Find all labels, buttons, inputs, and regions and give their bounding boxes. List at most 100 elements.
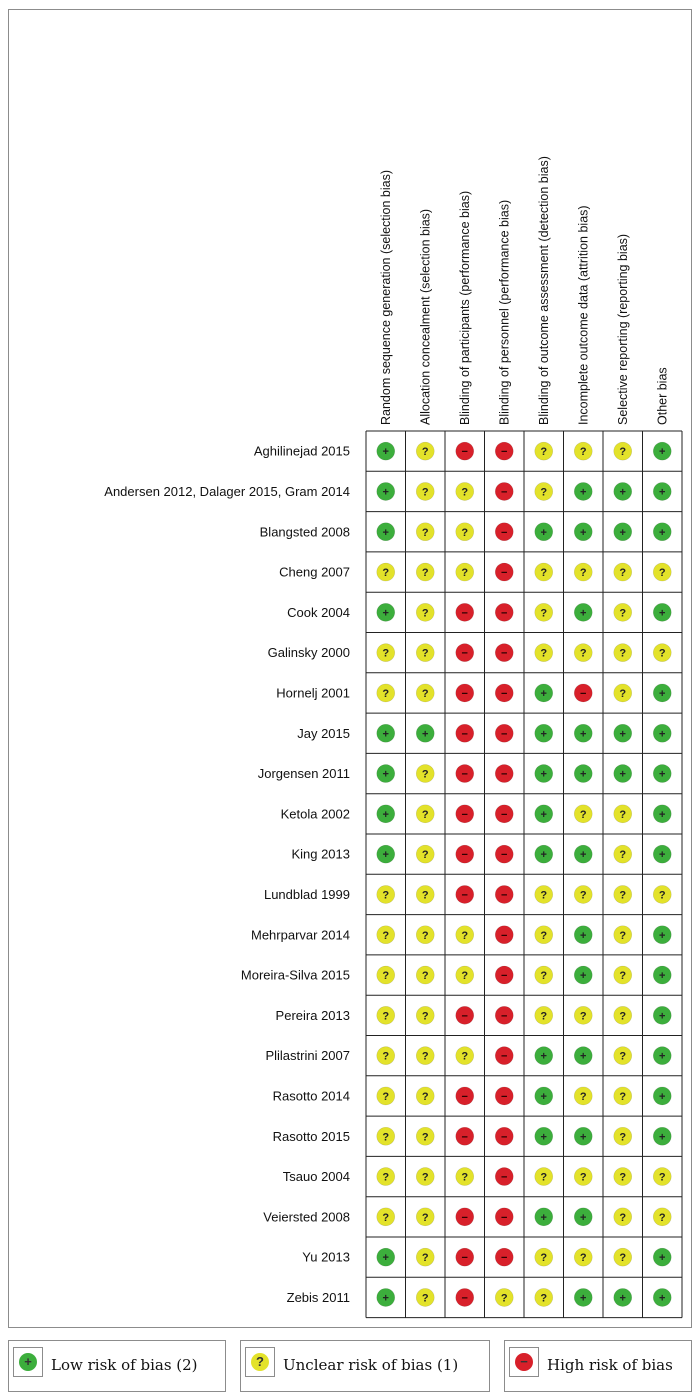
rating-symbol: − (501, 809, 507, 821)
rating-dot-unclear (613, 925, 633, 945)
rating-dot-high (455, 1006, 475, 1025)
rating-symbol: ? (540, 1172, 547, 1184)
rating-dot-low (652, 804, 672, 824)
rating-dot-low (652, 603, 672, 622)
rating-symbol: ? (580, 567, 587, 579)
study-label: Pereira 2013 (276, 1008, 350, 1023)
study-label: Cook 2004 (287, 605, 350, 620)
domain-label: Blinding of participants (performance bi… (458, 191, 472, 425)
rating-dot-low (573, 1046, 593, 1065)
rating-dot-high (494, 482, 514, 501)
rating-symbol: − (501, 1172, 507, 1184)
rating-dot-unclear (376, 1046, 396, 1065)
rating-symbol: − (462, 1292, 468, 1304)
rating-symbol: ? (422, 1252, 429, 1264)
rating-dot-low (613, 482, 633, 501)
rating-symbol: + (541, 849, 547, 861)
rating-symbol: ? (422, 486, 429, 498)
rating-symbol: − (501, 970, 507, 982)
rating-dot-unclear (415, 764, 435, 783)
rating-symbol: − (462, 728, 468, 740)
rating-dot-unclear (534, 643, 554, 662)
rating-dot-unclear (613, 1046, 633, 1065)
rating-symbol: − (501, 1212, 507, 1224)
rating-dot-unclear (613, 683, 633, 703)
rating-symbol: ? (540, 446, 547, 458)
rating-symbol: ? (659, 648, 666, 660)
rating-dot-unclear (415, 844, 435, 864)
rating-dot-unclear (534, 885, 554, 904)
rating-symbol: ? (540, 1010, 547, 1022)
domain-label: Random sequence generation (selection bi… (379, 170, 393, 425)
rating-symbol: + (659, 607, 665, 619)
rating-symbol: − (501, 769, 507, 781)
rating-symbol: ? (659, 567, 666, 579)
rating-symbol: ? (422, 648, 429, 660)
rating-symbol: + (383, 1292, 389, 1304)
question-icon: ? (251, 1353, 269, 1371)
rating-symbol: + (620, 486, 626, 498)
rating-symbol: − (501, 930, 507, 942)
rating-symbol: ? (580, 809, 587, 821)
rating-symbol: ? (422, 809, 429, 821)
rating-symbol: ? (422, 849, 429, 861)
rating-dot-unclear (376, 1006, 396, 1025)
rating-symbol: + (541, 1091, 547, 1103)
rating-dot-low (534, 764, 554, 783)
study-label: Blangsted 2008 (260, 524, 350, 539)
rating-dot-unclear (652, 885, 672, 904)
legend-item-low: + Low risk of bias (2) (8, 1340, 226, 1392)
rating-symbol: + (383, 486, 389, 498)
study-label: Tsauo 2004 (283, 1169, 350, 1184)
plus-icon: + (19, 1353, 37, 1371)
rating-symbol: ? (422, 889, 429, 901)
rating-dot-low (534, 804, 554, 824)
rating-symbol: + (659, 1292, 665, 1304)
rating-dot-high (494, 804, 514, 824)
rating-dot-low (534, 1046, 554, 1065)
rating-dot-unclear (652, 562, 672, 582)
study-label: Galinsky 2000 (268, 645, 350, 660)
rating-dot-low (652, 764, 672, 783)
rating-dot-high (455, 723, 475, 743)
rating-symbol: ? (619, 809, 626, 821)
rating-dot-high (455, 885, 475, 904)
rating-symbol: ? (422, 1172, 429, 1184)
rating-dot-unclear (573, 562, 593, 582)
rating-symbol: − (462, 849, 468, 861)
rating-symbol: + (659, 446, 665, 458)
rating-symbol: − (462, 607, 468, 619)
rating-symbol: ? (461, 486, 468, 498)
rating-symbol: ? (422, 930, 429, 942)
rating-dot-unclear (415, 603, 435, 622)
legend-item-high: − High risk of bias (504, 1340, 692, 1392)
rating-symbol: − (462, 889, 468, 901)
rating-dot-low (573, 522, 593, 542)
rating-dot-low (652, 441, 672, 461)
rating-symbol: + (383, 1252, 389, 1264)
rating-symbol: ? (580, 1091, 587, 1103)
rating-symbol: − (580, 688, 586, 700)
rating-symbol: ? (619, 970, 626, 982)
rating-dot-low (573, 925, 593, 945)
rating-dot-unclear (613, 885, 633, 904)
rating-dot-low (534, 844, 554, 864)
rating-dot-unclear (376, 1126, 396, 1146)
rating-dot-unclear (652, 1207, 672, 1227)
rating-dot-high (455, 1288, 475, 1307)
rating-symbol: + (620, 728, 626, 740)
rating-dot-low (652, 925, 672, 945)
rating-symbol: + (383, 809, 389, 821)
rating-dot-low (376, 764, 396, 783)
study-label: Andersen 2012, Dalager 2015, Gram 2014 (104, 484, 350, 499)
rating-dot-unclear (613, 643, 633, 662)
rating-dot-unclear (415, 1086, 435, 1106)
rating-dot-low (376, 482, 396, 501)
rating-dot-low (376, 441, 396, 461)
rating-symbol: ? (422, 607, 429, 619)
study-label: King 2013 (291, 847, 350, 862)
rating-symbol: ? (382, 930, 389, 942)
rating-symbol: + (541, 769, 547, 781)
rating-dot-unclear (573, 885, 593, 904)
rating-dot-low (573, 1126, 593, 1146)
